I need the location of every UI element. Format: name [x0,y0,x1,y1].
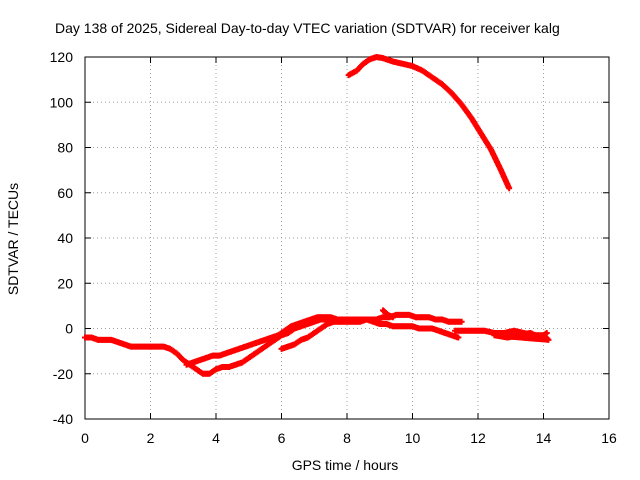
data-point [506,185,513,192]
series-track-high [345,54,513,192]
grid [85,57,609,419]
data-point [543,330,550,337]
x-tick-label: 12 [470,430,486,446]
series-track-lower-segment [278,318,344,352]
x-tick-label: 0 [81,430,89,446]
y-tick-label: 80 [57,140,73,156]
x-tick-label: 6 [278,430,286,446]
series-track-parallel [183,311,465,368]
x-tick-label: 14 [536,430,552,446]
y-tick-label: 100 [50,94,74,110]
x-axis-title: GPS time / hours [292,457,399,473]
data-points [82,54,552,377]
x-tick-label: 8 [343,430,351,446]
y-tick-label: 40 [57,230,73,246]
series-track-jump [380,307,396,321]
data-point [458,318,465,325]
y-tick-label: -40 [53,411,73,427]
chart-title: Day 138 of 2025, Sidereal Day-to-day VTE… [55,20,560,36]
x-tick-label: 2 [147,430,155,446]
y-tick-label: 20 [57,275,73,291]
y-tick-label: 60 [57,185,73,201]
series-track-main [82,316,462,377]
series-track-tail [452,327,552,343]
y-tick-label: 120 [50,49,74,65]
y-axis-title: SDTVAR / TECUs [5,183,21,295]
data-point [337,318,344,325]
x-tick-label: 10 [405,430,421,446]
y-tick-label: -20 [53,366,73,382]
y-tick-label: 0 [65,321,73,337]
x-tick-label: 4 [212,430,220,446]
x-tick-label: 16 [601,430,617,446]
axis-ticks: 0 2 4 6 8 10 12 14 16 -40 -20 0 20 40 60 80 100 120 [50,49,617,446]
data-point [389,314,396,321]
data-point [455,334,462,341]
